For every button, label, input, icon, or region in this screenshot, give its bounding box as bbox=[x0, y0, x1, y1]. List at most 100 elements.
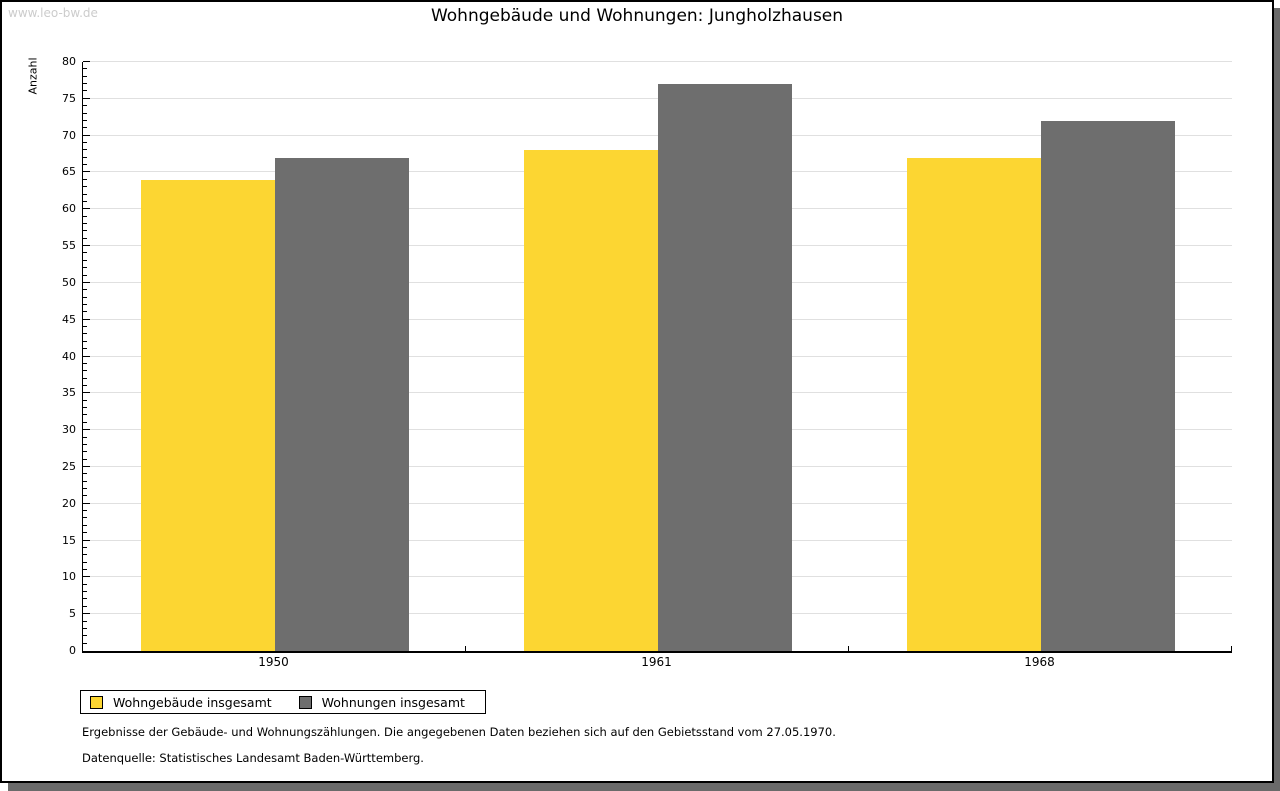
y-axis-tick bbox=[83, 502, 90, 504]
y-axis-tick bbox=[83, 200, 87, 202]
y-axis-tick bbox=[83, 613, 90, 615]
bar-1950-series1 bbox=[274, 157, 409, 651]
y-axis-tick bbox=[83, 407, 87, 409]
y-axis-tick bbox=[83, 605, 87, 607]
y-axis-tick bbox=[83, 208, 90, 210]
y-tick-label: 5 bbox=[69, 607, 76, 621]
y-axis-tick bbox=[83, 97, 90, 99]
y-axis-tick bbox=[83, 583, 87, 585]
y-axis-tick bbox=[83, 392, 90, 394]
y-axis-tick bbox=[83, 642, 87, 644]
y-tick-label: 0 bbox=[69, 644, 76, 657]
y-axis-tick bbox=[83, 451, 87, 453]
y-axis-tick bbox=[83, 384, 87, 386]
y-axis-tick bbox=[83, 421, 87, 423]
y-axis-tick bbox=[83, 554, 87, 556]
y-axis-tick bbox=[83, 134, 90, 136]
y-axis-tick bbox=[83, 473, 87, 475]
y-axis-tick bbox=[83, 259, 87, 261]
y-axis-tick bbox=[83, 186, 87, 188]
y-axis-tick bbox=[83, 539, 90, 541]
y-axis-tick bbox=[83, 127, 87, 129]
y-axis-tick bbox=[83, 458, 87, 460]
y-tick-label: 45 bbox=[62, 312, 76, 326]
y-axis-tick bbox=[83, 591, 87, 593]
bar-1968-series0 bbox=[906, 157, 1041, 651]
y-tick-label: 35 bbox=[62, 386, 76, 400]
y-axis-tick bbox=[83, 178, 87, 180]
legend-swatch-gray bbox=[298, 695, 312, 709]
y-axis-tick bbox=[83, 215, 87, 217]
y-axis-tick bbox=[83, 510, 87, 512]
legend: Wohngebäude insgesamt Wohnungen insgesam… bbox=[80, 690, 486, 714]
y-axis-tick bbox=[83, 377, 87, 379]
y-tick-label: 30 bbox=[62, 423, 76, 437]
y-tick-label: 50 bbox=[62, 275, 76, 289]
y-axis-tick bbox=[83, 414, 87, 416]
y-axis-tick bbox=[83, 495, 87, 497]
y-axis-tick bbox=[83, 429, 90, 431]
bar-1961-series1 bbox=[657, 84, 792, 651]
y-axis-tick bbox=[83, 75, 87, 77]
legend-label: Wohngebäude insgesamt bbox=[113, 694, 272, 710]
y-axis-tick bbox=[83, 524, 87, 526]
x-tick-label: 1968 bbox=[1024, 655, 1055, 669]
legend-swatch-yellow bbox=[90, 695, 103, 709]
y-tick-label: 65 bbox=[62, 165, 76, 179]
y-tick-label: 25 bbox=[62, 459, 76, 473]
y-axis-tick bbox=[83, 105, 87, 107]
y-axis-tick bbox=[83, 598, 87, 600]
y-tick-label: 20 bbox=[62, 496, 76, 510]
legend-label: Wohnungen insgesamt bbox=[321, 694, 465, 710]
y-axis-tick bbox=[83, 436, 87, 438]
y-axis-tick bbox=[83, 488, 87, 490]
legend-item-wohngebaeude: Wohngebäude insgesamt bbox=[90, 695, 272, 710]
y-axis-tick bbox=[83, 569, 87, 571]
y-axis-tick bbox=[83, 517, 87, 519]
bar-1950-series0 bbox=[140, 179, 275, 651]
y-axis-tick bbox=[83, 142, 87, 143]
y-axis-tick bbox=[83, 90, 87, 92]
y-axis-tick bbox=[83, 245, 90, 247]
y-axis-tick bbox=[83, 311, 87, 313]
y-axis-tick bbox=[83, 68, 87, 70]
y-axis-tick bbox=[83, 274, 87, 276]
y-axis-tick bbox=[83, 443, 87, 445]
x-axis-tick bbox=[1231, 646, 1232, 651]
plot-area bbox=[82, 61, 1232, 653]
y-axis-tick bbox=[83, 627, 87, 629]
footnote-datenquelle: Datenquelle: Statistisches Landesamt Bad… bbox=[82, 751, 424, 765]
y-tick-label: 60 bbox=[62, 202, 76, 216]
footnote-gebietsstand: Ergebnisse der Gebäude- und Wohnungszähl… bbox=[82, 725, 836, 739]
y-tick-label: 15 bbox=[62, 533, 76, 547]
y-axis-tick bbox=[83, 193, 87, 195]
y-axis-tick bbox=[83, 326, 87, 328]
y-axis-tick bbox=[83, 230, 87, 232]
y-axis-tick bbox=[83, 296, 87, 298]
y-tick-label: 40 bbox=[62, 349, 76, 363]
y-axis-tick bbox=[83, 340, 87, 342]
y-axis-tick bbox=[83, 289, 87, 291]
x-tick-label: 1961 bbox=[641, 655, 672, 669]
y-axis-tick bbox=[83, 303, 87, 305]
y-axis-tick bbox=[83, 164, 87, 166]
y-axis-tick bbox=[83, 399, 87, 401]
x-axis-tick bbox=[848, 646, 849, 651]
y-tick-label: 55 bbox=[62, 239, 76, 253]
y-tick-label: 80 bbox=[62, 55, 76, 68]
legend-item-wohnungen: Wohnungen insgesamt bbox=[298, 694, 465, 710]
y-axis-tick bbox=[83, 112, 87, 114]
y-axis-tick bbox=[83, 83, 87, 85]
x-axis-tick bbox=[465, 646, 466, 651]
y-axis-tick bbox=[83, 370, 87, 372]
y-axis-tick bbox=[83, 281, 90, 283]
y-axis-label: Anzahl bbox=[26, 57, 40, 95]
chart-title: Wohngebäude und Wohnungen: Jungholzhause… bbox=[430, 6, 844, 26]
y-axis-tick bbox=[83, 480, 87, 482]
y-axis-tick bbox=[83, 561, 87, 563]
y-axis-tick bbox=[83, 318, 90, 320]
y-axis-tick bbox=[83, 252, 87, 254]
y-tick-label: 70 bbox=[62, 128, 76, 142]
y-axis-tick bbox=[83, 237, 87, 239]
